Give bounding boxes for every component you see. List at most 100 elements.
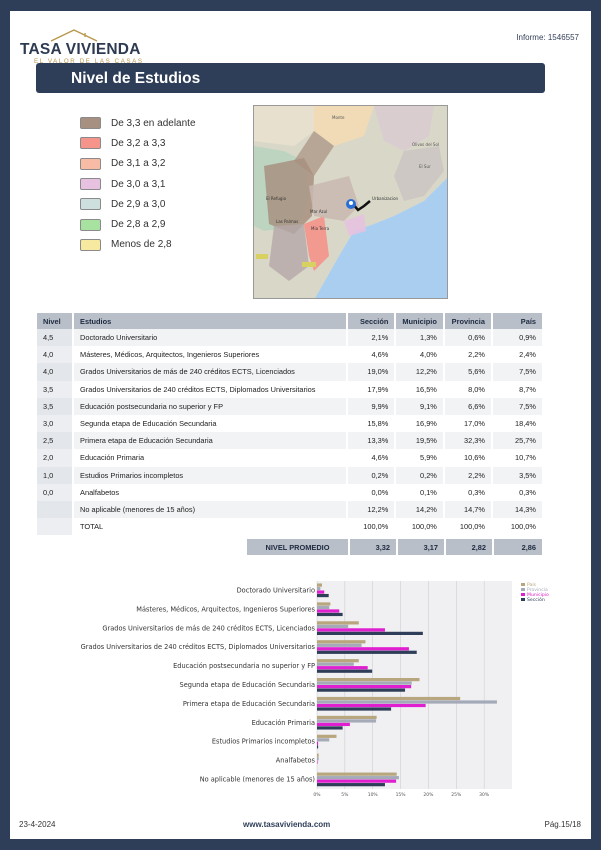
bar	[317, 707, 392, 711]
legend-label: De 3,2 a 3,3	[111, 137, 166, 149]
cell-pais: 7,5%	[491, 397, 545, 415]
column-header-provincia: Provincia	[443, 313, 493, 329]
average-label: NIVEL PROMEDIO	[247, 539, 350, 555]
cell-provincia: 0,3%	[443, 483, 493, 501]
bar	[317, 647, 409, 651]
footer-website-link[interactable]: www.tasavivienda.com	[243, 820, 331, 829]
cell-nivel	[37, 500, 75, 519]
bar	[317, 621, 359, 625]
cell-provincia: 32,3%	[443, 432, 493, 450]
average-municipio: 3,17	[398, 539, 446, 555]
table-row: 3,5 Educación postsecundaria no superior …	[37, 397, 545, 415]
table-row: 4,0 Másteres, Médicos, Arquitectos, Ingen…	[37, 346, 545, 364]
cell-municipio: 16,5%	[395, 380, 445, 398]
bar	[317, 659, 359, 663]
column-header-municipio: Municipio	[395, 313, 445, 329]
section-map[interactable]: Monte Olivos del Sol El Sur El Refugio U…	[253, 105, 448, 299]
x-tick-label: 10%	[368, 792, 379, 798]
map-image: Monte Olivos del Sol El Sur El Refugio U…	[254, 106, 447, 298]
bar	[317, 696, 461, 701]
logo-subtitle: EL VALOR DE LAS CASAS	[34, 58, 144, 65]
bar	[317, 753, 319, 757]
cell-seccion: 4,6%	[347, 346, 397, 364]
cell-seccion: 9,9%	[347, 397, 397, 415]
bar	[317, 726, 343, 730]
cell-provincia: 17,0%	[443, 414, 493, 433]
cell-seccion: 17,9%	[347, 380, 397, 398]
cell-estudios: Segunda etapa de Educación Secundaria	[73, 414, 349, 433]
cell-municipio: 100,0%	[395, 518, 445, 536]
section-title: Nivel de Estudios	[71, 70, 201, 87]
bar	[317, 666, 368, 670]
cell-estudios: Primera etapa de Educación Secundaria	[73, 432, 349, 450]
cell-nivel: 0,0	[37, 483, 75, 501]
cell-nivel: 4,0	[37, 363, 75, 381]
table-row: 4,5 Doctorado Universitario 2,1% 1,3% 0,6% 0,…	[37, 329, 545, 347]
cell-estudios: Doctorado Universitario	[73, 329, 349, 347]
legend-item: De 3,3 en adelante	[80, 113, 196, 133]
legend-label: De 2,8 a 2,9	[111, 219, 166, 231]
legend-swatch	[80, 198, 101, 211]
cell-nivel: 3,5	[37, 397, 75, 415]
cell-nivel: 3,0	[37, 414, 75, 433]
column-header-estudios: Estudios	[73, 313, 349, 329]
bar	[317, 779, 397, 783]
bar	[317, 628, 385, 632]
legend-item: De 3,1 a 3,2	[80, 154, 196, 174]
table-row: 0,0 Analfabetos 0,0% 0,1% 0,3% 0,3%	[37, 483, 545, 501]
average-seccion: 3,32	[350, 539, 398, 555]
cell-seccion: 19,0%	[347, 363, 397, 381]
cell-provincia: 8,0%	[443, 380, 493, 398]
cell-provincia: 2,2%	[443, 466, 493, 484]
cell-pais: 8,7%	[491, 380, 545, 398]
x-tick-label: 0%	[313, 792, 321, 798]
legend-swatch	[80, 218, 101, 231]
bar	[317, 745, 319, 749]
column-header-seccion: Sección	[347, 313, 397, 329]
cell-nivel: 2,0	[37, 449, 75, 467]
cell-seccion: 13,3%	[347, 432, 397, 450]
category-label: Primera etapa de Educación Secundaria	[183, 700, 315, 708]
cell-municipio: 14,2%	[395, 500, 445, 519]
cell-nivel: 1,0	[37, 466, 75, 484]
cell-municipio: 0,1%	[395, 483, 445, 501]
legend-swatch	[521, 598, 525, 601]
map-legend: De 3,3 en adelante De 3,2 a 3,3 De 3,1 a…	[80, 113, 196, 255]
bar	[317, 662, 354, 666]
x-tick-label: 15%	[396, 792, 407, 798]
map-label: Las Palmas	[276, 219, 298, 224]
cell-municipio: 12,2%	[395, 363, 445, 381]
category-label: Doctorado Universitario	[237, 586, 315, 594]
average-pais: 2,86	[494, 539, 544, 555]
category-label: Analfabetos	[276, 757, 316, 765]
bar	[317, 677, 420, 682]
x-tick-label: 30%	[479, 792, 490, 798]
cell-nivel: 2,5	[37, 432, 75, 450]
cell-municipio: 1,3%	[395, 329, 445, 347]
cell-provincia: 0,6%	[443, 329, 493, 347]
bar	[317, 669, 373, 673]
column-header-nivel: Nivel	[37, 313, 75, 329]
cell-municipio: 0,2%	[395, 466, 445, 484]
cell-estudios: No aplicable (menores de 15 años)	[73, 500, 349, 519]
bar	[317, 631, 423, 635]
map-label: El Refugio	[266, 196, 287, 201]
logo-title: TASA VIVIENDA	[20, 41, 141, 58]
legend-label: De 3,0 a 3,1	[111, 178, 166, 190]
cell-municipio: 19,5%	[395, 432, 445, 450]
bar	[317, 685, 412, 689]
cell-nivel: 4,5	[37, 329, 75, 347]
cell-provincia: 100,0%	[443, 518, 493, 536]
map-label: Mar Azul	[310, 209, 327, 214]
cell-municipio: 5,9%	[395, 449, 445, 467]
table-row: 2,0 Educación Primaria 4,6% 5,9% 10,6% 10,7%	[37, 449, 545, 467]
cell-estudios: Estudios Primarios incompletos	[73, 466, 349, 484]
cell-nivel: 4,0	[37, 346, 75, 364]
cell-seccion: 2,1%	[347, 329, 397, 347]
bar	[317, 586, 321, 591]
bar	[317, 602, 331, 606]
category-label: Educación Primaria	[252, 719, 315, 727]
education-table: Nivel Estudios Sección Municipio Provinc…	[37, 313, 545, 536]
cell-provincia: 6,6%	[443, 397, 493, 415]
bar	[317, 741, 319, 745]
